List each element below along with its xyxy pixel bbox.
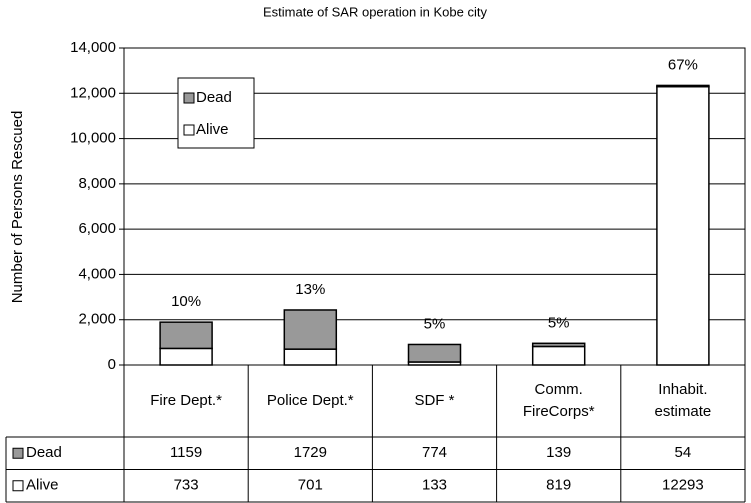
bar-label: 5% [424, 315, 446, 332]
legend-swatch [183, 124, 195, 136]
table-value: 701 [298, 477, 323, 494]
bar-segment [531, 345, 586, 366]
chart-title: Estimate of SAR operation in Kobe city [263, 4, 488, 19]
x-tick-label: Comm. FireCorps* [522, 381, 595, 420]
table-value: 1729 [294, 444, 327, 461]
y-tick-label: 0 [108, 356, 116, 373]
table-value: 1159 [170, 444, 202, 461]
table-row-label: Alive [26, 477, 59, 494]
y-tick-label: 12,000 [70, 84, 116, 101]
table-value: 12293 [662, 477, 704, 494]
table-value: 54 [675, 444, 692, 461]
category-cell: Police Dept.* [266, 392, 354, 409]
bar-label: 13% [295, 281, 325, 298]
legend-box [177, 77, 255, 149]
x-tick-label: Police Dept.* [266, 392, 354, 409]
category-cell: Comm. FireCorps* [522, 381, 595, 420]
bar-label: 67% [668, 56, 698, 73]
table-value: 133 [422, 477, 447, 494]
table-value: 774 [422, 444, 447, 461]
category-cell: Fire Dept.* [150, 392, 222, 409]
table-value: 139 [546, 444, 571, 461]
bar-label: 10% [171, 293, 201, 310]
bar-segment [283, 348, 338, 366]
table-value: 733 [174, 477, 199, 494]
y-tick-label: 8,000 [78, 175, 116, 192]
y-tick-label: 2,000 [78, 311, 116, 328]
bar-label: 5% [548, 314, 570, 331]
category-cell: Inhabit. estimate [654, 381, 712, 420]
x-tick-label: Inhabit. estimate [654, 381, 712, 420]
y-tick-label: 6,000 [78, 220, 116, 237]
bar-segment [656, 84, 710, 88]
y-tick-label: 4,000 [78, 265, 116, 282]
bar-segment [531, 342, 586, 348]
table-swatch [12, 480, 24, 492]
bar-segment [656, 85, 710, 366]
bar-segment [159, 347, 213, 366]
category-cell: SDF * [414, 392, 455, 409]
bar-segment [159, 321, 213, 350]
x-tick-label: SDF * [414, 392, 455, 409]
y-tick-label: 14,000 [70, 39, 116, 56]
x-tick-label: Fire Dept.* [150, 392, 222, 409]
bar-segment [407, 343, 462, 363]
legend-label: Dead [196, 89, 232, 106]
legend-label: Alive [196, 121, 229, 138]
table-row-label: Dead [26, 444, 62, 461]
y-axis-label: Number of Persons Rescued [9, 111, 26, 304]
legend-swatch [183, 92, 195, 104]
y-tick-label: 10,000 [70, 130, 116, 147]
table-swatch [12, 447, 24, 459]
table-value: 819 [546, 477, 571, 494]
bar-segment [283, 309, 338, 350]
